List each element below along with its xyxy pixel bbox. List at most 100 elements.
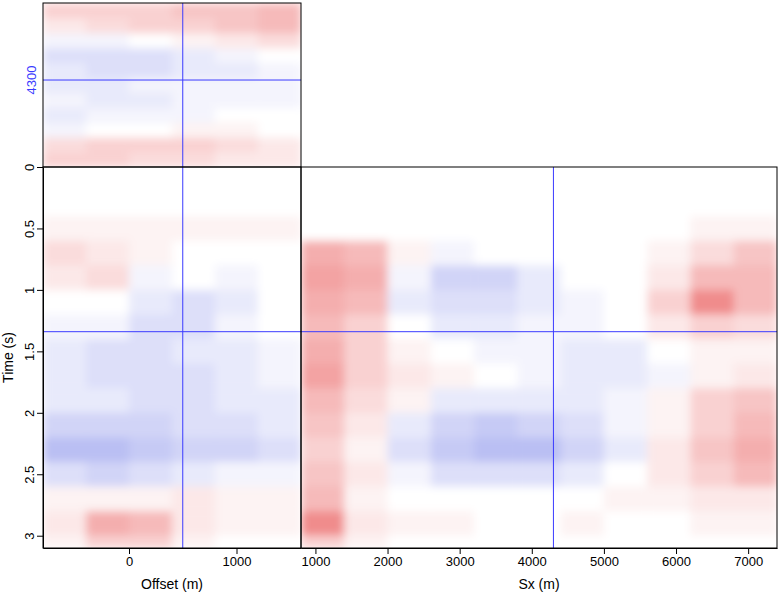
- side-cell: [734, 265, 777, 290]
- front-cell: [129, 339, 173, 364]
- top-cell: [86, 107, 130, 122]
- crosshair-line: [182, 3, 183, 167]
- side-cell: [517, 192, 561, 217]
- front-cell: [258, 265, 301, 290]
- side-cell: [734, 536, 777, 548]
- tick-label: 2000: [374, 554, 403, 569]
- front-cell: [43, 413, 87, 438]
- front-cell: [215, 290, 259, 315]
- tick: 5000: [590, 548, 619, 569]
- side-cell: [388, 413, 432, 438]
- top-cell: [215, 18, 259, 33]
- side-cell: [474, 290, 518, 315]
- tick-mark: [676, 548, 677, 554]
- side-cell: [690, 167, 734, 192]
- side-cell: [734, 487, 777, 512]
- top-cell: [215, 152, 259, 167]
- side-cell: [734, 511, 777, 536]
- front-cell: [258, 413, 301, 438]
- side-cell: [647, 536, 691, 548]
- side-cell: [301, 487, 345, 512]
- side-cell: [388, 339, 432, 364]
- side-cell: [431, 536, 475, 548]
- side-cell: [517, 388, 561, 413]
- side-cell: [388, 487, 432, 512]
- top-cell: [215, 48, 259, 63]
- front-cell: [43, 487, 87, 512]
- side-cell: [604, 437, 648, 462]
- tick-label: 7000: [734, 554, 763, 569]
- top-cell: [129, 107, 173, 122]
- side-cell: [561, 167, 605, 192]
- side-cell: [604, 388, 648, 413]
- front-cell: [129, 167, 173, 192]
- tick: 1000: [301, 548, 330, 569]
- side-cell: [647, 167, 691, 192]
- side-cell: [301, 511, 345, 536]
- side-cell: [734, 339, 777, 364]
- tick-label: 3: [22, 533, 37, 540]
- crosshair-line: [43, 331, 301, 332]
- front-cell: [172, 241, 216, 266]
- crosshair-line: [43, 80, 301, 81]
- side-cell: [561, 290, 605, 315]
- side-cell: [647, 462, 691, 487]
- side-cell: [690, 437, 734, 462]
- side-cell: [647, 437, 691, 462]
- front-cell: [129, 413, 173, 438]
- top-cell: [43, 48, 87, 63]
- front-cell: [129, 290, 173, 315]
- front-cell: [43, 241, 87, 266]
- side-cell: [690, 364, 734, 389]
- top-cell: [86, 152, 130, 167]
- side-cell: [561, 192, 605, 217]
- top-cell: [258, 48, 301, 63]
- front-cell: [215, 241, 259, 266]
- side-cell: [561, 364, 605, 389]
- top-cell: [215, 3, 259, 18]
- side-cell: [388, 388, 432, 413]
- offset-axis: 01000: [44, 548, 302, 569]
- side-cell: [690, 265, 734, 290]
- front-cell: [129, 462, 173, 487]
- side-cell: [344, 265, 388, 290]
- front-cell: [258, 511, 301, 536]
- side-cell: [301, 241, 345, 266]
- top-cell: [258, 18, 301, 33]
- side-cell: [301, 216, 345, 241]
- tick-label: 0: [22, 164, 37, 171]
- front-cell: [172, 487, 216, 512]
- side-cell: [301, 437, 345, 462]
- side-cell: [604, 192, 648, 217]
- sx-axis: 1000200030004000500060007000: [301, 548, 777, 569]
- front-cell: [129, 216, 173, 241]
- front-cell: [258, 536, 301, 548]
- side-cell: [604, 216, 648, 241]
- side-cell: [431, 511, 475, 536]
- front-cell: [172, 364, 216, 389]
- front-cell: [215, 437, 259, 462]
- front-cell: [86, 314, 130, 339]
- side-cell: [301, 339, 345, 364]
- side-cell: [647, 290, 691, 315]
- front-cell: [43, 265, 87, 290]
- front-cell: [129, 265, 173, 290]
- front-cell: [43, 462, 87, 487]
- side-cell: [690, 216, 734, 241]
- side-cell: [474, 314, 518, 339]
- crosshair-label: 4300: [24, 66, 39, 95]
- tick-label: 0.5: [22, 220, 37, 238]
- side-cell: [690, 192, 734, 217]
- side-cell: [604, 167, 648, 192]
- tick-label: 1000: [301, 554, 330, 569]
- side-cell: [431, 265, 475, 290]
- front-cell: [43, 314, 87, 339]
- side-cell: [690, 339, 734, 364]
- time-axis: 00.511.522.53: [22, 164, 44, 549]
- front-cell: [86, 536, 130, 548]
- side-cell: [647, 388, 691, 413]
- side-cell: [647, 413, 691, 438]
- tick-label: 3000: [446, 554, 475, 569]
- front-cell: [86, 339, 130, 364]
- side-cell: [561, 388, 605, 413]
